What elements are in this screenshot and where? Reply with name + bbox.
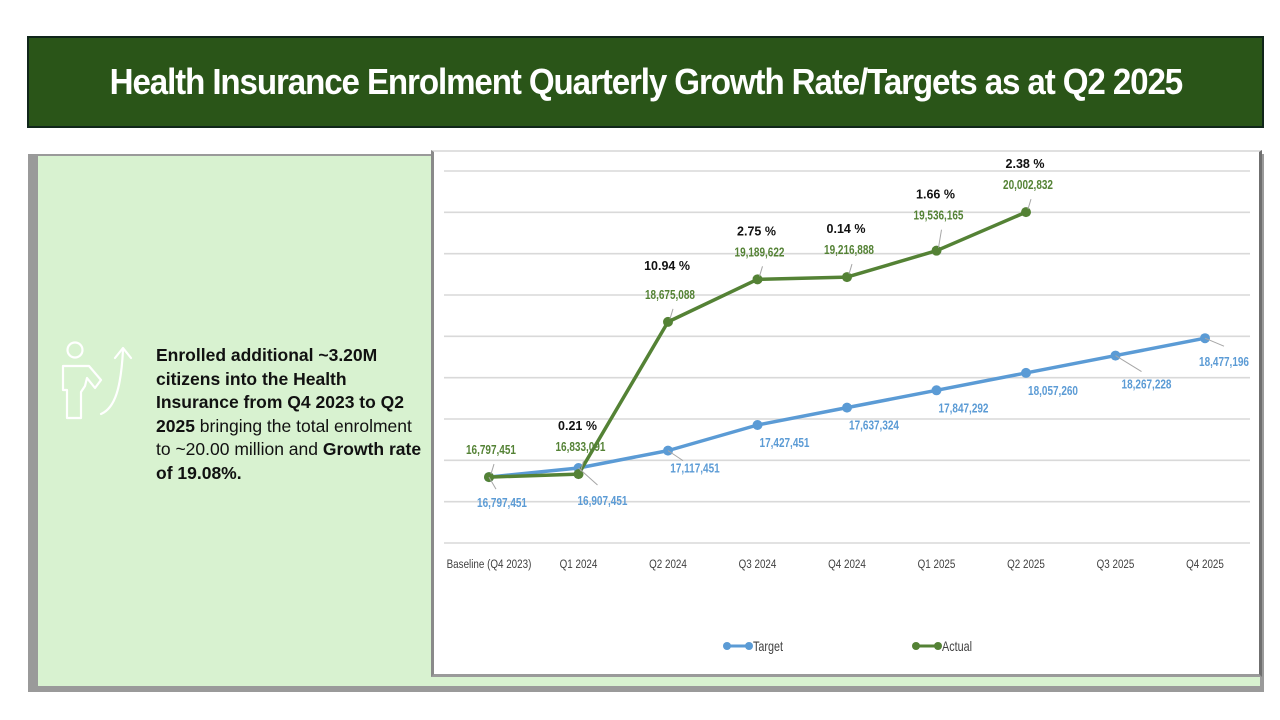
actual-data-label: 18,675,088 [645, 289, 695, 302]
leader-line [580, 460, 584, 472]
x-tick-label: Q3 2025 [1097, 558, 1135, 571]
page-title: Health Insurance Enrolment Quarterly Gro… [109, 61, 1183, 102]
target-data-label: 17,117,451 [670, 463, 719, 476]
legend-label-actual: Actual [942, 639, 972, 654]
target-data-label: 18,267,228 [1122, 379, 1172, 392]
leader-line [578, 467, 598, 486]
summary-growth-rate: Growth rate of 19.08%. [156, 439, 422, 483]
legend-label-target: Target [753, 639, 784, 654]
chart-frame: Baseline (Q4 2023) Q1 2024 Q2 2024 Q3 2024 Q… [431, 150, 1262, 677]
target-data-label: 17,847,292 [939, 402, 989, 415]
data-point-target [752, 419, 763, 430]
growth-rate-label: 10.94 % [644, 259, 690, 273]
leader-line [1204, 337, 1225, 347]
data-point-actual [663, 316, 673, 327]
data-point-actual [931, 245, 942, 256]
growth-rate-label: 0.14 % [827, 222, 866, 236]
data-point-target [1200, 333, 1210, 344]
target-data-label: 18,057,260 [1028, 385, 1078, 398]
target-data-label: 18,477,196 [1199, 356, 1249, 369]
actual-data-label: 16,833,091 [556, 441, 606, 454]
data-point-actual [842, 272, 852, 283]
x-tick-label: Q1 2024 [560, 558, 598, 571]
title-banner: Health Insurance Enrolment Quarterly Gro… [27, 36, 1264, 128]
target-data-label: 17,427,451 [760, 437, 810, 450]
gridlines [444, 170, 1250, 544]
data-point-target [931, 385, 942, 396]
growth-rate-label: 2.75 % [737, 224, 776, 238]
target-data-label: 17,637,324 [849, 420, 900, 433]
actual-data-label: 20,002,832 [1003, 179, 1053, 192]
summary-bold-lead: Enrolled additional ~3.20M citizens into… [156, 345, 405, 436]
target-data-label: 16,797,451 [477, 497, 527, 510]
legend-marker-actual [934, 642, 942, 650]
legend-marker-target [723, 642, 731, 650]
actual-data-label: 16,797,451 [466, 444, 516, 457]
growth-rate-label: 2.38 % [1006, 157, 1045, 171]
leader-line [848, 263, 853, 275]
leader-line [938, 229, 942, 248]
legend-marker-actual [912, 642, 920, 650]
x-tick-label: Q4 2025 [1186, 558, 1224, 571]
series-lines [484, 207, 1210, 483]
enrolment-line-chart: Baseline (Q4 2023) Q1 2024 Q2 2024 Q3 2024 Q… [444, 157, 1250, 654]
leader-line [669, 308, 674, 320]
leader-line [488, 476, 497, 490]
data-point-target [1110, 350, 1121, 361]
leader-line [667, 450, 684, 462]
x-tick-label: Q3 2024 [739, 558, 777, 571]
data-point-target [1021, 367, 1031, 378]
x-tick-label: Q2 2025 [1007, 558, 1045, 571]
summary-text: Enrolled additional ~3.20M citizens into… [156, 344, 426, 485]
data-point-actual [1021, 207, 1031, 218]
data-point-target [842, 402, 852, 413]
actual-data-label: 19,216,888 [824, 244, 874, 257]
x-tick-label: Q1 2025 [918, 558, 956, 571]
x-tick-label: Baseline (Q4 2023) [447, 558, 532, 571]
leader-line [1115, 355, 1142, 373]
growth-rate-label: 1.66 % [916, 188, 955, 202]
actual-data-label: 19,189,622 [735, 246, 785, 259]
data-point-actual [573, 469, 584, 480]
growth-rate-label: 0.21 % [558, 419, 597, 433]
x-tick-label: Q4 2024 [828, 558, 866, 571]
data-point-actual [752, 274, 763, 285]
leader-line [1027, 198, 1032, 210]
leader-line [759, 266, 763, 277]
data-labels: 16,797,451 16,907,451 17,117,451 17,427,451… [466, 157, 1249, 510]
actual-data-label: 19,536,165 [914, 210, 964, 223]
summary-normal: bringing the total enrolment to ~20.00 m… [156, 415, 412, 460]
legend-marker-target [745, 642, 753, 650]
legend: Target Actual [723, 639, 972, 654]
leader-line [490, 463, 495, 475]
x-tick-label: Q2 2024 [649, 558, 687, 571]
x-axis-tick-labels: Baseline (Q4 2023) Q1 2024 Q2 2024 Q3 2024 Q… [447, 558, 1224, 571]
person-growth-arrow-icon [61, 341, 133, 420]
target-data-label: 16,907,451 [578, 495, 628, 508]
